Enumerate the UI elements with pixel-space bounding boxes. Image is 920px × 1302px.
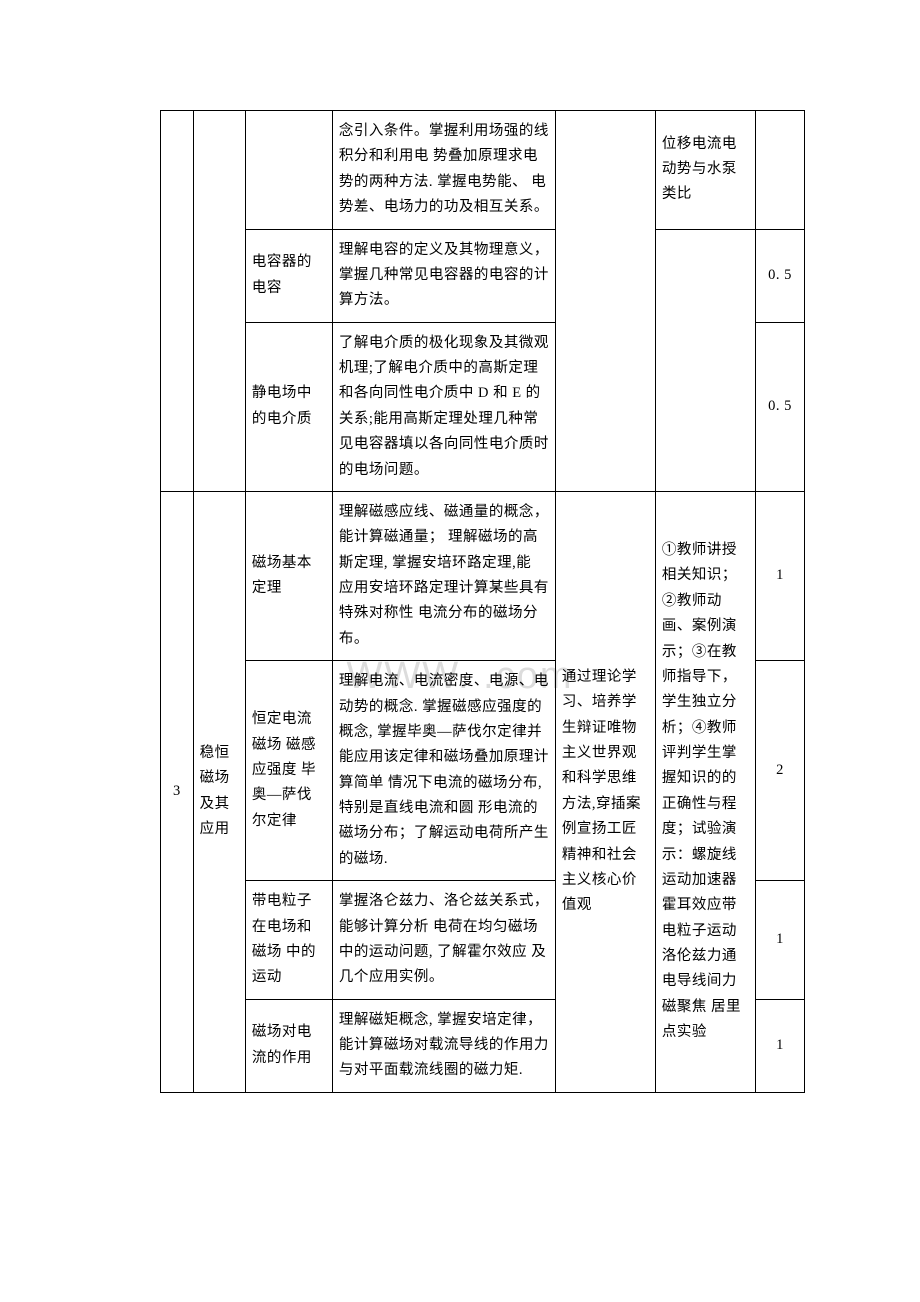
- cell-idx: [161, 111, 194, 492]
- cell-chapter: [193, 111, 245, 492]
- cell-content: 理解磁感应线、磁通量的概念，能计算磁通量； 理解磁场的高斯定理, 掌握安培环路定…: [332, 491, 555, 660]
- cell-content: 念引入条件。掌握利用场强的线积分和利用电 势叠加原理求电势的两种方法. 掌握电势…: [332, 111, 555, 230]
- cell-hours: [756, 111, 805, 230]
- cell-section: 磁场对电流的作用: [245, 999, 332, 1092]
- table-row: 3 稳恒磁场及其应用 磁场基本定理 理解磁感应线、磁通量的概念，能计算磁通量； …: [161, 491, 805, 660]
- curriculum-table: 念引入条件。掌握利用场强的线积分和利用电 势叠加原理求电势的两种方法. 掌握电势…: [160, 110, 805, 1093]
- table-row: 电容器的电容 理解电容的定义及其物理意义，掌握几种常见电容器的电容的计算方法。 …: [161, 229, 805, 322]
- cell-hours: 0. 5: [756, 229, 805, 322]
- cell-hours: 0. 5: [756, 322, 805, 491]
- curriculum-table-container: 念引入条件。掌握利用场强的线积分和利用电 势叠加原理求电势的两种方法. 掌握电势…: [160, 110, 805, 1093]
- cell-hours: 1: [756, 491, 805, 660]
- table-row: 念引入条件。掌握利用场强的线积分和利用电 势叠加原理求电势的两种方法. 掌握电势…: [161, 111, 805, 230]
- cell-ideology: [555, 111, 655, 492]
- cell-content: 理解电容的定义及其物理意义，掌握几种常见电容器的电容的计算方法。: [332, 229, 555, 322]
- cell-hours: 1: [756, 881, 805, 1000]
- cell-ideology: 通过理论学习、培养学生辩证唯物主义世界观和科学思维方法,穿插案例宣扬工匠精神和社…: [555, 491, 655, 1092]
- cell-section: 静电场中的电介质: [245, 322, 332, 491]
- cell-content: 了解电介质的极化现象及其微观机理;了解电介质中的高斯定理和各向同性电介质中 D …: [332, 322, 555, 491]
- cell-idx: 3: [161, 491, 194, 1092]
- cell-content: 掌握洛仑兹力、洛仑兹关系式，能够计算分析 电荷在均匀磁场中的运动问题, 了解霍尔…: [332, 881, 555, 1000]
- cell-hours: 2: [756, 661, 805, 881]
- cell-section: 电容器的电容: [245, 229, 332, 322]
- cell-section: 带电粒子在电场和磁场 中的运动: [245, 881, 332, 1000]
- cell-content: 理解电流、电流密度、电源、电动势的概念. 掌握磁感应强度的概念, 掌握毕奥—萨伐…: [332, 661, 555, 881]
- cell-method: ①教师讲授相关知识；②教师动画、案例演示；③在教师指导下，学生独立分析；④教师评…: [655, 491, 755, 1092]
- cell-method: [655, 229, 755, 491]
- cell-chapter: 稳恒磁场及其应用: [193, 491, 245, 1092]
- cell-section: 磁场基本定理: [245, 491, 332, 660]
- cell-section: [245, 111, 332, 230]
- cell-hours: 1: [756, 999, 805, 1092]
- cell-method: 位移电流电动势与水泵类比: [655, 111, 755, 230]
- cell-content: 理解磁矩概念, 掌握安培定律，能计算磁场对载流导线的作用力与对平面载流线圈的磁力…: [332, 999, 555, 1092]
- cell-section: 恒定电流 磁场 磁感应强度 毕奥—萨伐尔定律: [245, 661, 332, 881]
